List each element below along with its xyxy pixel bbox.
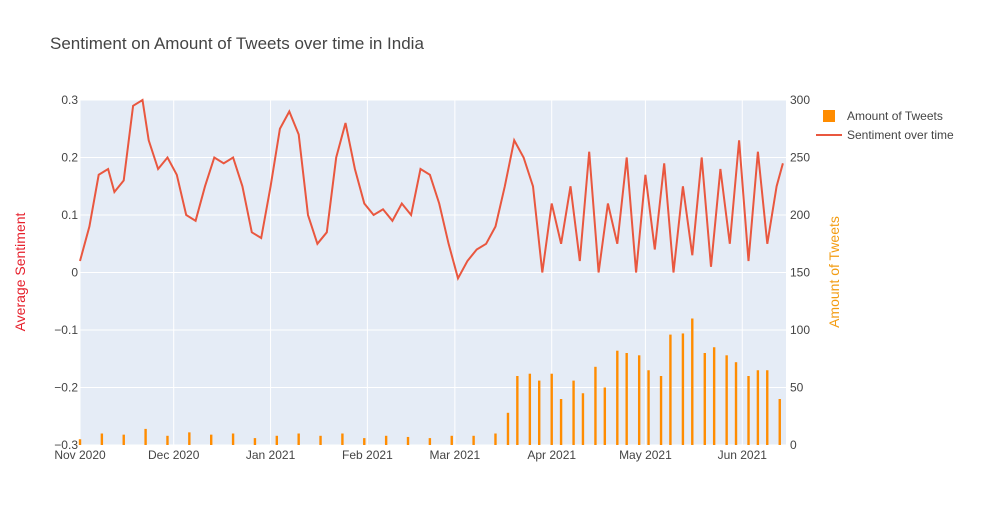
- tweet-count-bar: [538, 380, 541, 445]
- y-right-tick-label: 0: [790, 438, 797, 452]
- y-left-tick-label: 0.3: [61, 93, 78, 107]
- tweet-count-bar: [725, 355, 728, 445]
- y-right-tick-label: 100: [790, 323, 810, 337]
- tweet-count-bar: [637, 355, 641, 445]
- legend-label-tweets: Amount of Tweets: [847, 108, 943, 123]
- legend-item-sentiment[interactable]: Sentiment over time: [816, 125, 954, 144]
- chart-title: Sentiment on Amount of Tweets over time …: [50, 34, 424, 53]
- x-tick-label: Mar 2021: [430, 448, 481, 462]
- x-tick-label: Nov 2020: [54, 448, 106, 462]
- y-right-tick-label: 50: [790, 381, 804, 395]
- y-left-tick-label: −0.3: [54, 438, 78, 452]
- tweet-count-bar: [428, 438, 432, 445]
- tweet-count-bar: [766, 370, 769, 445]
- tweet-count-bar: [581, 393, 585, 445]
- tweet-count-bar: [703, 353, 706, 445]
- y-left-tick-label: 0.1: [61, 208, 78, 222]
- tweet-count-bar: [559, 399, 563, 445]
- tweet-count-bar: [647, 370, 650, 445]
- tweet-count-bar: [747, 376, 750, 445]
- y-right-tick-labels: 300 250 200 150 100 50 0: [790, 93, 810, 452]
- y-right-axis-title: Amount of Tweets: [826, 216, 842, 328]
- bar-series: [78, 318, 781, 445]
- tweet-count-bar: [494, 433, 497, 445]
- x-tick-label: Jun 2021: [718, 448, 768, 462]
- tweet-count-bar: [144, 428, 147, 445]
- tweet-count-bar: [472, 435, 475, 445]
- legend-item-tweets[interactable]: Amount of Tweets: [816, 106, 954, 125]
- x-tick-label: Feb 2021: [342, 448, 393, 462]
- tweet-count-bar: [550, 373, 553, 445]
- tweet-count-bar: [384, 435, 388, 445]
- tweet-count-bar: [756, 370, 760, 445]
- tweet-count-bar: [319, 435, 322, 445]
- sentiment-line: [79, 98, 784, 281]
- y-right-tick-label: 300: [790, 93, 810, 107]
- tweet-count-bar: [659, 376, 663, 445]
- tweet-count-bar: [506, 412, 510, 445]
- y-left-tick-labels: 0.3 0.2 0.1 0 −0.1 −0.2 −0.3: [54, 93, 78, 452]
- tweet-count-bar: [669, 334, 672, 445]
- y-left-tick-label: 0: [71, 266, 78, 280]
- tweet-count-bar: [253, 438, 257, 445]
- tweet-count-bar: [231, 433, 235, 445]
- tweet-count-bar: [78, 439, 82, 445]
- tweet-count-bar: [603, 387, 607, 445]
- x-tick-labels: Nov 2020 Dec 2020 Jan 2021 Feb 2021 Mar 2021…: [54, 448, 767, 462]
- tweet-count-bar: [188, 432, 191, 445]
- tweet-count-bar: [450, 435, 453, 445]
- tweet-count-bar: [778, 399, 781, 445]
- tweet-count-bar: [528, 373, 532, 445]
- tweet-count-bar: [681, 333, 685, 445]
- tweet-count-bar: [572, 380, 575, 445]
- legend-line-swatch: [816, 128, 842, 142]
- tweet-count-bar: [691, 318, 694, 445]
- tweet-count-bar: [166, 435, 169, 445]
- tweet-count-bar: [516, 376, 519, 445]
- x-tick-label: May 2021: [619, 448, 672, 462]
- tweet-count-bar: [275, 435, 279, 445]
- tweet-count-bar: [406, 436, 410, 445]
- y-right-tick-label: 250: [790, 151, 810, 165]
- x-tick-label: Jan 2021: [246, 448, 296, 462]
- legend: Amount of Tweets Sentiment over time: [816, 106, 954, 144]
- y-left-axis-title: Average Sentiment: [12, 212, 28, 332]
- tweet-count-bar: [734, 362, 738, 445]
- tweet-count-bar: [363, 438, 366, 445]
- tweet-count-bar: [100, 433, 104, 445]
- tweet-count-bar: [712, 347, 716, 445]
- y-left-tick-label: 0.2: [61, 151, 78, 165]
- y-right-tick-label: 150: [790, 266, 810, 280]
- tweet-count-bar: [625, 353, 628, 445]
- x-tick-label: Apr 2021: [527, 448, 576, 462]
- x-tick-label: Dec 2020: [148, 448, 200, 462]
- legend-label-sentiment: Sentiment over time: [847, 127, 954, 142]
- y-left-tick-label: −0.2: [54, 381, 78, 395]
- tweet-count-bar: [297, 433, 300, 445]
- tweet-count-bar: [341, 433, 344, 445]
- tweet-count-bar: [594, 366, 597, 445]
- y-right-tick-label: 200: [790, 208, 810, 222]
- y-left-tick-label: −0.1: [54, 323, 78, 337]
- legend-bar-swatch: [816, 109, 842, 123]
- tweet-count-bar: [210, 434, 213, 445]
- tweet-count-bar: [122, 434, 125, 445]
- tweet-count-bar: [616, 350, 619, 445]
